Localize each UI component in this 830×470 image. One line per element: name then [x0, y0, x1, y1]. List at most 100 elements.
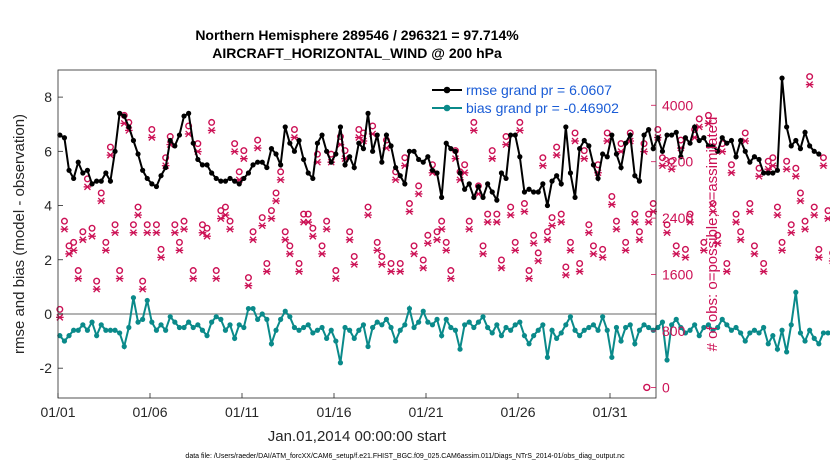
assimilated-obs-marker [764, 165, 773, 173]
possible-obs-marker [396, 260, 404, 268]
bias-point [347, 327, 353, 333]
rmse-point [172, 143, 178, 149]
possible-obs-marker [424, 231, 432, 239]
rmse-point [448, 146, 454, 152]
rmse-point [586, 143, 592, 149]
possible-obs-marker [801, 217, 809, 225]
assimilated-obs-marker [635, 236, 644, 244]
rmse-point [213, 175, 219, 182]
bias-point [406, 305, 413, 312]
possible-obs-marker [318, 242, 326, 250]
possible-obs-marker [263, 260, 271, 268]
assimilated-obs-marker [621, 246, 630, 254]
rmse-point [793, 137, 799, 144]
possible-obs-marker [277, 168, 285, 176]
possible-obs-marker [612, 217, 620, 225]
bias-point [61, 338, 68, 344]
possible-obs-marker [442, 238, 450, 246]
assimilated-obs-marker [612, 225, 621, 233]
bias-point [650, 327, 656, 333]
possible-obs-marker [479, 242, 487, 250]
footer-data-file: data file: /Users/raeder/DAI/ATM_forcXX/… [185, 453, 625, 460]
bias-point [149, 319, 155, 325]
rmse-point [121, 113, 127, 119]
x-tick-label: 01/01 [40, 404, 75, 420]
bias-series [57, 289, 830, 366]
bias-point [443, 316, 449, 322]
x-axis: 01/01 01/06 01/11 01/16 01/21 01/26 01/31 [40, 393, 628, 420]
rmse-point [420, 159, 426, 165]
possible-obs-marker [350, 252, 358, 260]
rmse-point [324, 148, 330, 154]
rmse-point [268, 146, 275, 152]
assimilated-obs-marker [672, 250, 681, 258]
possible-obs-marker [810, 203, 818, 211]
bias-point [356, 327, 362, 333]
rmse-point [443, 140, 449, 146]
bias-point [448, 324, 454, 331]
assimilated-obs-marker [240, 155, 248, 163]
x-tick-label: 01/31 [592, 404, 627, 420]
possible-obs-marker [378, 252, 386, 260]
possible-obs-marker [530, 231, 538, 239]
bias-point [669, 322, 675, 328]
bias-point [360, 322, 367, 328]
bias-point [751, 327, 758, 333]
x-tick-label: 01/11 [225, 404, 259, 420]
bias-point [526, 341, 532, 347]
possible-obs-marker [571, 129, 579, 137]
rmse-point [797, 146, 804, 152]
assimilated-obs-marker [364, 211, 372, 219]
assimilated-obs-marker [221, 211, 230, 219]
x-tick-label: 01/26 [500, 404, 535, 420]
possible-obs-marker [231, 140, 239, 148]
possible-obs-marker [493, 210, 501, 218]
possible-obs-marker [824, 207, 830, 215]
bias-point [659, 319, 666, 325]
possible-obs-marker [566, 238, 574, 246]
possible-obs-marker [171, 221, 179, 229]
assimilated-obs-marker [700, 246, 708, 254]
bias-point [416, 319, 422, 325]
bias-point [820, 330, 827, 336]
rmse-point [218, 178, 224, 184]
rmse-point [751, 154, 758, 160]
rmse-point [383, 132, 390, 138]
assimilated-obs-marker [281, 236, 290, 244]
rmse-point [669, 132, 675, 138]
assimilated-obs-marker [681, 253, 690, 261]
bias-point [825, 330, 830, 336]
bias-point [167, 314, 173, 320]
possible-obs-marker [792, 164, 800, 172]
bias-point [181, 324, 187, 331]
bias-point [802, 338, 808, 344]
bias-point [324, 335, 330, 341]
right-tick-label: 800 [662, 323, 686, 339]
bias-point [485, 324, 491, 331]
possible-obs-marker [608, 192, 616, 200]
rmse-point [567, 170, 574, 176]
assimilated-obs-marker [207, 126, 216, 134]
bias-point [310, 330, 316, 336]
assimilated-obs-marker [644, 218, 653, 226]
possible-obs-marker [603, 129, 611, 137]
rmse-point [112, 148, 118, 154]
possible-obs-marker [497, 256, 505, 264]
bias-point [682, 330, 689, 336]
possible-obs-marker [470, 118, 478, 126]
assimilated-obs-marker [483, 218, 492, 226]
left-tick-label: 8 [44, 89, 52, 105]
possible-obs-marker [704, 111, 712, 119]
possible-obs-marker [557, 210, 565, 218]
assimilated-obs-marker [189, 275, 198, 283]
bias-point [715, 324, 721, 331]
assimilated-obs-marker [727, 169, 736, 177]
rmse-point [719, 135, 725, 141]
rmse-point [784, 124, 790, 130]
bias-point [508, 327, 514, 333]
rmse-point [802, 129, 808, 135]
bias-point [190, 324, 196, 331]
possible-obs-marker [203, 224, 211, 232]
possible-obs-marker [520, 200, 528, 208]
bias-point [613, 324, 620, 331]
